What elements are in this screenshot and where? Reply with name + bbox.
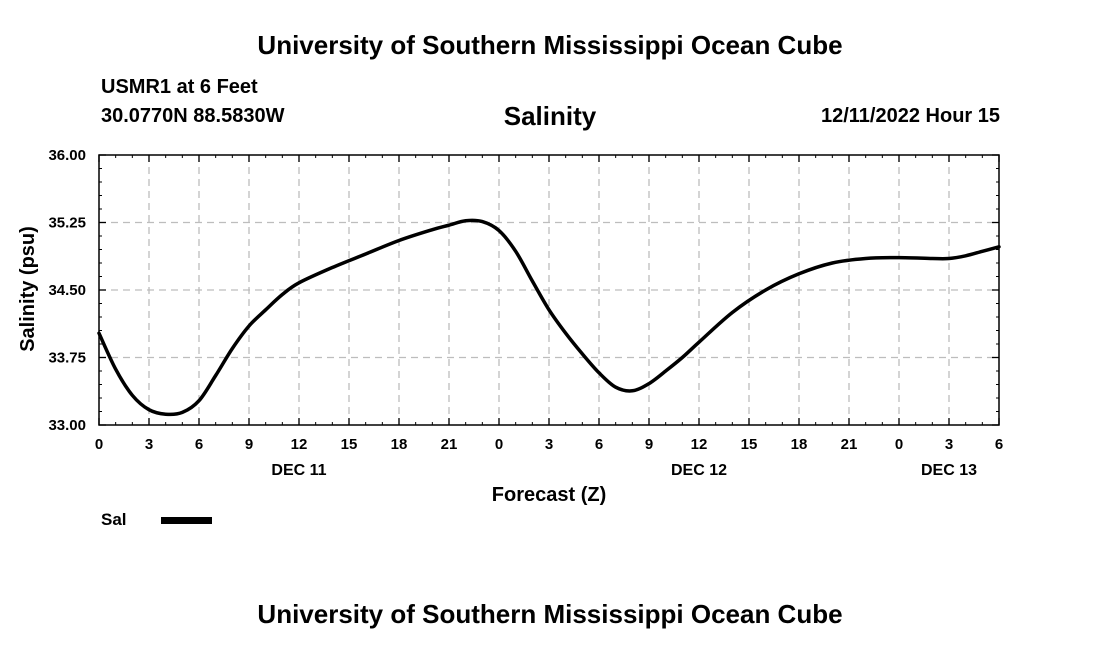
x-tick-label: 6 (995, 436, 1003, 453)
x-axis-label: Forecast (Z) (492, 484, 606, 506)
x-tick-label: 15 (341, 436, 358, 453)
x-tick-label: 3 (545, 436, 553, 453)
page-title: University of Southern Mississippi Ocean… (257, 30, 843, 60)
day-label: DEC 12 (671, 462, 727, 479)
x-tick-label: 12 (291, 436, 308, 453)
forecast-datetime: 12/11/2022 Hour 15 (820, 105, 1000, 127)
x-tick-label: 0 (895, 436, 903, 453)
x-tick-label: 18 (791, 436, 808, 453)
x-tick-label: 18 (391, 436, 408, 453)
grid-lines (99, 155, 999, 425)
x-tick-label: 9 (245, 436, 253, 453)
x-tick-label: 9 (645, 436, 653, 453)
x-tick-label: 0 (495, 436, 503, 453)
series-line-sal (97, 218, 1001, 417)
y-tick-label: 35.25 (48, 215, 86, 232)
legend-swatch (161, 517, 212, 524)
x-tick-label: 15 (741, 436, 758, 453)
x-tick-label: 3 (945, 436, 953, 453)
station-label: USMR1 at 6 Feet (101, 76, 258, 98)
x-tick-label: 12 (691, 436, 708, 453)
station-coordinates: 30.0770N 88.5830W (101, 105, 285, 127)
x-tick-label: 21 (841, 436, 858, 453)
x-tick-label: 21 (441, 436, 458, 453)
y-tick-label: 36.00 (48, 147, 86, 164)
x-tick-label: 0 (95, 436, 103, 453)
y-tick-label: 33.75 (48, 350, 86, 367)
footer-title: University of Southern Mississippi Ocean… (257, 599, 843, 629)
legend-label: Sal (101, 510, 127, 529)
y-tick-label: 33.00 (48, 417, 86, 434)
y-axis-label: Salinity (psu) (17, 226, 39, 352)
chart-title: Salinity (503, 101, 597, 131)
day-label: DEC 13 (921, 462, 977, 479)
x-tick-label: 6 (195, 436, 203, 453)
x-tick-label: 3 (145, 436, 153, 453)
day-label: DEC 11 (271, 462, 326, 479)
y-tick-label: 34.50 (48, 282, 86, 299)
axis-labels: 0 3 6 9 12 15 18 21 0 3 6 9 12 15 18 21 0 3 6 33.00 33.75 34.… (48, 147, 1003, 479)
x-tick-label: 6 (595, 436, 603, 453)
plot-frame (98, 154, 1000, 426)
